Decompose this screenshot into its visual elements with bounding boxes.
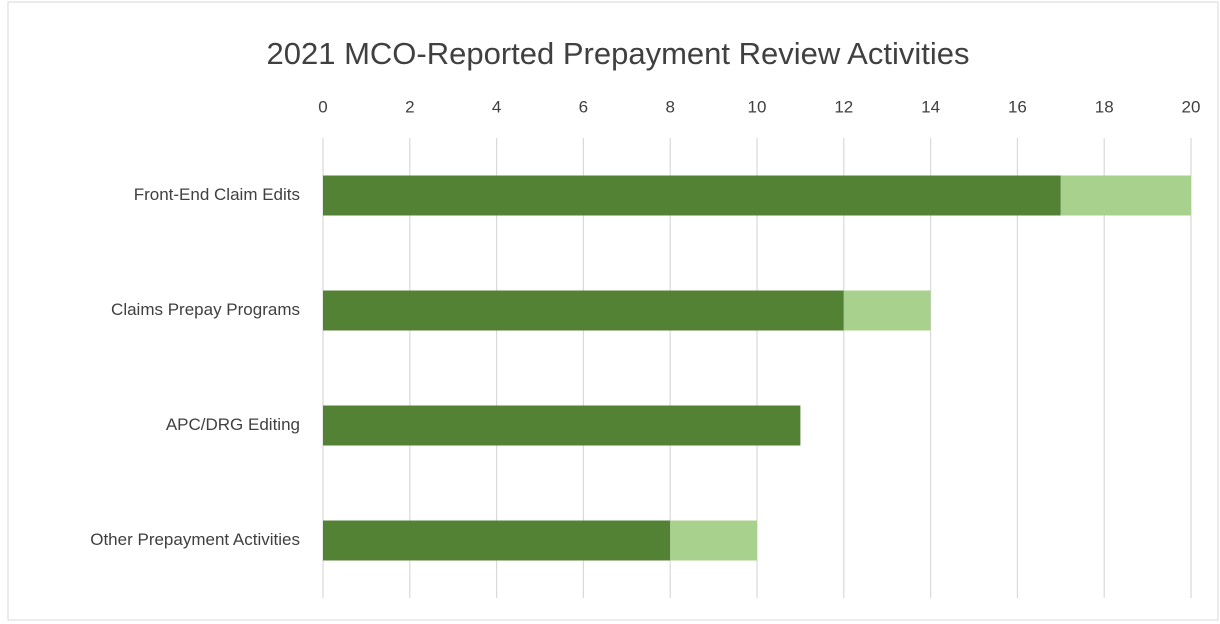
x-tick-label: 20 bbox=[1182, 97, 1201, 116]
bar-segment bbox=[843, 290, 931, 331]
y-tick-label: Front-End Claim Edits bbox=[134, 185, 300, 204]
y-tick-label: Other Prepayment Activities bbox=[90, 530, 300, 549]
x-tick-label: 10 bbox=[748, 97, 767, 116]
x-tick-label: 6 bbox=[579, 97, 588, 116]
x-tick-label: 0 bbox=[318, 97, 327, 116]
x-tick-label: 4 bbox=[492, 97, 501, 116]
y-tick-label: Claims Prepay Programs bbox=[111, 300, 300, 319]
x-tick-label: 12 bbox=[834, 97, 853, 116]
y-tick-label: APC/DRG Editing bbox=[166, 415, 300, 434]
bar-segment bbox=[1060, 175, 1191, 216]
chart-title: 2021 MCO-Reported Prepayment Review Acti… bbox=[267, 36, 970, 71]
bar-segment bbox=[670, 520, 757, 561]
x-tick-label: 2 bbox=[405, 97, 414, 116]
x-tick-label: 8 bbox=[665, 97, 674, 116]
bar-segment bbox=[323, 520, 671, 561]
x-tick-label: 14 bbox=[921, 97, 940, 116]
bar-segment bbox=[323, 175, 1061, 216]
x-tick-label: 18 bbox=[1095, 97, 1114, 116]
bar-segment bbox=[323, 290, 844, 331]
x-tick-label: 16 bbox=[1008, 97, 1027, 116]
bar-segment bbox=[323, 405, 801, 446]
